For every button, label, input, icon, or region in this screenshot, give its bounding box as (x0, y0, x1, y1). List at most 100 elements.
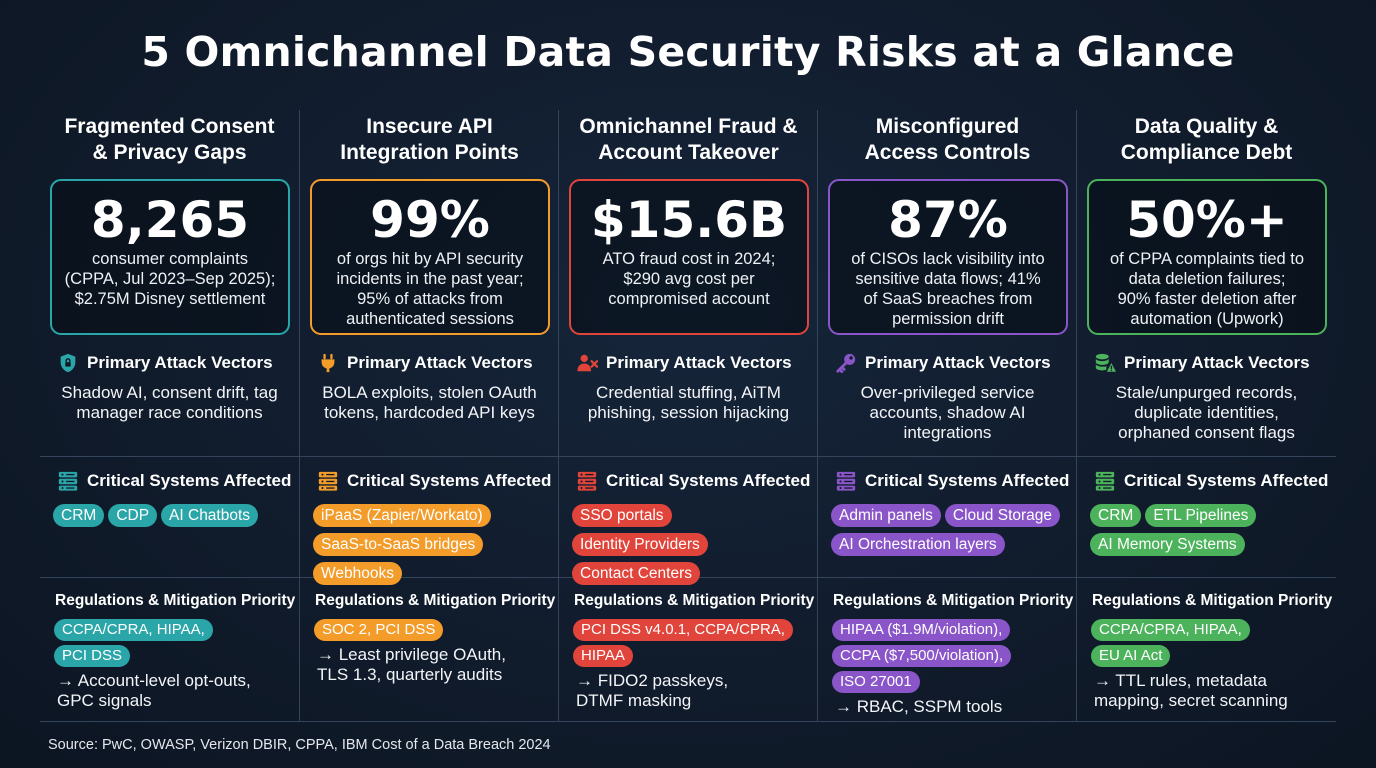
stat-card: 87% of CISOs lack visibility into sensiti… (828, 179, 1068, 335)
column-title-line: Compliance Debt (1120, 141, 1293, 164)
stat-description-line: 95% of attacks from (357, 290, 503, 308)
attack-vectors-heading: Primary Attack Vectors (1094, 352, 1310, 374)
server-icon (1094, 470, 1116, 492)
stat-description: of CPPA complaints tied to data deletion … (1089, 249, 1325, 329)
stat-value: 8,265 (90, 191, 250, 249)
column-title-line: Omnichannel Fraud & (579, 115, 798, 138)
source-note: Source: PwC, OWASP, Verizon DBIR, CPPA, … (48, 737, 551, 753)
column-title: Data Quality & Compliance Debt (1077, 114, 1336, 166)
system-pill: Identity Providers (572, 533, 708, 556)
systems-pills: Admin panels Cloud Storage AI Orchestratio… (831, 504, 1071, 562)
system-pill: CRM (53, 504, 105, 527)
systems-label: Critical Systems Affected (347, 471, 552, 490)
plug-icon (317, 352, 339, 374)
stat-description-line: of orgs hit by API security (336, 250, 524, 268)
systems-heading: Critical Systems Affected (57, 470, 291, 492)
divider-bottom (40, 721, 1336, 722)
risk-column: Misconfigured Access Controls 87% of CISO… (817, 110, 1076, 722)
system-pill: AI Memory Systems (1090, 533, 1245, 556)
server-icon (835, 470, 857, 492)
server-icon (57, 470, 79, 492)
systems-pills: CRM CDP AI Chatbots (53, 504, 293, 533)
system-pill: SaaS-to-SaaS bridges (313, 533, 484, 556)
regulation-pill: CCPA ($7,500/violation), (832, 645, 1012, 667)
mitigation-text: → Least privilege OAuth, TLS 1.3, quarter… (317, 645, 554, 685)
stat-description-line: $2.75M Disney settlement (74, 290, 266, 308)
regulations-block: PCI DSS v4.0.1, CCPA/CPRA, HIPAA → FIDO2 … (573, 619, 813, 711)
attack-vectors-line: duplicate identities, (1134, 403, 1279, 422)
stat-description-line: data deletion failures; (1128, 270, 1286, 288)
system-pill: CRM (1090, 504, 1142, 527)
mitigation-line: GPC signals (57, 691, 152, 710)
attack-vectors-heading: Primary Attack Vectors (317, 352, 533, 374)
regulations-block: SOC 2, PCI DSS → Least privilege OAuth, T… (314, 619, 554, 685)
stat-value: 87% (888, 191, 1008, 249)
attack-vectors-line: accounts, shadow AI (869, 403, 1026, 422)
stat-description-line: (CPPA, Jul 2023–Sep 2025); (64, 270, 276, 288)
systems-pills: CRM ETL Pipelines AI Memory Systems (1090, 504, 1330, 562)
stat-value: 99% (370, 191, 490, 249)
regulation-pill: CCPA/CPRA, HIPAA, (54, 619, 213, 641)
column-title-line: Fragmented Consent (64, 115, 275, 138)
regulations-block: CCPA/CPRA, HIPAA, EU AI Act → TTL rules, … (1091, 619, 1331, 711)
systems-label: Critical Systems Affected (1124, 471, 1329, 490)
system-pill: AI Chatbots (161, 504, 259, 527)
stat-card: 8,265 consumer complaints (CPPA, Jul 2023… (50, 179, 290, 335)
regulations-heading: Regulations & Mitigation Priority (833, 592, 1074, 609)
attack-vectors-line: phishing, session hijacking (587, 403, 790, 422)
regulations-heading: Regulations & Mitigation Priority (1092, 592, 1333, 609)
attack-vectors-label: Primary Attack Vectors (606, 353, 792, 372)
attack-vectors-label: Primary Attack Vectors (1124, 353, 1310, 372)
server-icon (317, 470, 339, 492)
column-title-line: & Privacy Gaps (92, 141, 247, 164)
attack-vectors-line: Credential stuffing, AiTM (596, 383, 781, 402)
system-pill: Cloud Storage (944, 504, 1061, 527)
regulation-pill: PCI DSS v4.0.1, CCPA/CPRA, (573, 619, 793, 641)
database-alert-icon (1094, 352, 1116, 374)
regulation-pill: HIPAA (573, 645, 633, 667)
attack-vectors-line: orphaned consent flags (1118, 423, 1295, 442)
regulation-pill: CCPA/CPRA, HIPAA, (1091, 619, 1250, 641)
regulations-heading: Regulations & Mitigation Priority (574, 592, 815, 609)
attack-vectors-line: Stale/unpurged records, (1115, 383, 1298, 402)
stat-card: 50%+ of CPPA complaints tied to data dele… (1087, 179, 1327, 335)
regulations-block: HIPAA ($1.9M/violation), CCPA ($7,500/vio… (832, 619, 1072, 717)
risk-column: Omnichannel Fraud & Account Takeover $15.… (558, 110, 817, 722)
regulation-pill: ISO 27001 (832, 671, 920, 693)
attack-vectors-text: Shadow AI, consent drift, tag manager rac… (48, 383, 291, 423)
attack-vectors-heading: Primary Attack Vectors (835, 352, 1051, 374)
server-icon (576, 470, 598, 492)
system-pill: Admin panels (831, 504, 941, 527)
stat-description-line: incidents in the past year; (336, 270, 524, 288)
stat-description: of CISOs lack visibility into sensitive d… (830, 249, 1066, 329)
mitigation-line: → Least privilege OAuth, (317, 645, 506, 664)
stat-description-line: automation (Upwork) (1130, 310, 1284, 328)
risk-column: Data Quality & Compliance Debt 50%+ of CP… (1076, 110, 1335, 722)
attack-vectors-text: BOLA exploits, stolen OAuth tokens, hardc… (308, 383, 551, 423)
systems-pills: SSO portals Identity Providers Contact Cen… (572, 504, 812, 591)
systems-label: Critical Systems Affected (865, 471, 1070, 490)
attack-vectors-line: Over-privileged service (860, 383, 1035, 402)
column-title: Fragmented Consent & Privacy Gaps (40, 114, 299, 166)
stat-description: of orgs hit by API security incidents in … (312, 249, 548, 329)
systems-heading: Critical Systems Affected (835, 470, 1069, 492)
column-title-line: Data Quality & (1134, 115, 1279, 138)
regulations-heading: Regulations & Mitigation Priority (315, 592, 556, 609)
stat-card: $15.6B ATO fraud cost in 2024; $290 avg c… (569, 179, 809, 335)
system-pill: ETL Pipelines (1145, 504, 1257, 527)
stat-value: 50%+ (1126, 191, 1288, 249)
stat-description-line: authenticated sessions (346, 310, 514, 328)
system-pill: CDP (108, 504, 158, 527)
systems-label: Critical Systems Affected (87, 471, 292, 490)
stat-description-line: of CPPA complaints tied to (1109, 250, 1305, 268)
column-title-line: Account Takeover (598, 141, 779, 164)
mitigation-line: mapping, secret scanning (1094, 691, 1288, 710)
system-pill: SSO portals (572, 504, 672, 527)
regulation-pill: SOC 2, PCI DSS (314, 619, 444, 641)
column-title: Omnichannel Fraud & Account Takeover (559, 114, 818, 166)
attack-vectors-text: Credential stuffing, AiTM phishing, sessi… (567, 383, 810, 423)
system-pill: iPaaS (Zapier/Workato) (313, 504, 491, 527)
attack-vectors-text: Over-privileged service accounts, shadow … (826, 383, 1069, 443)
attack-vectors-line: Shadow AI, consent drift, tag (61, 383, 278, 402)
mitigation-line: TLS 1.3, quarterly audits (317, 665, 503, 684)
